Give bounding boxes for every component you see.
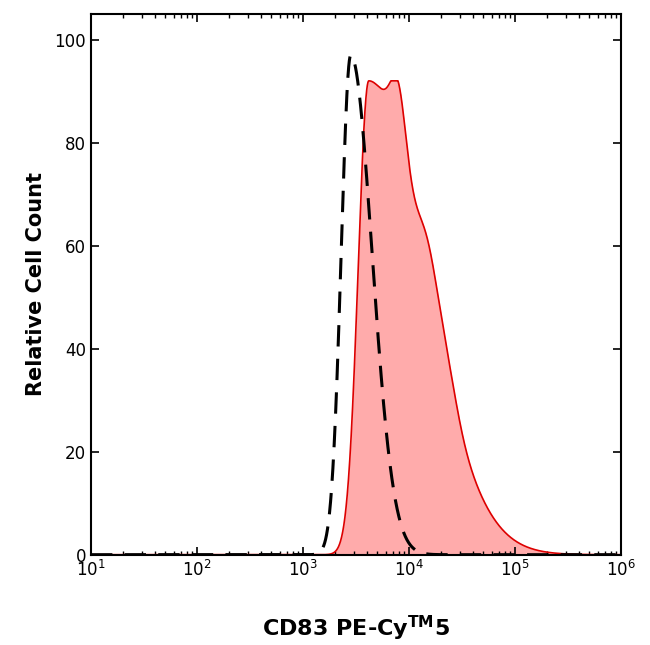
Text: CD83 PE-Cy$^{\mathregular{TM}}$5: CD83 PE-Cy$^{\mathregular{TM}}$5 <box>262 614 450 644</box>
Y-axis label: Relative Cell Count: Relative Cell Count <box>26 172 46 396</box>
